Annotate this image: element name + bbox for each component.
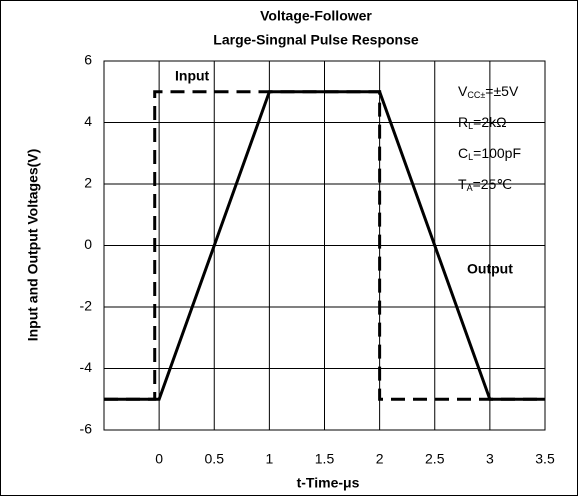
y-axis-label: Input and Output Voltages(V) — [25, 149, 41, 342]
condition-value: =±5V — [485, 83, 519, 99]
series-label: Output — [467, 261, 513, 277]
condition-symbol: R — [458, 114, 468, 130]
x-tick-label: 3.5 — [535, 451, 555, 467]
y-tick-label: 6 — [84, 52, 92, 68]
condition-subscript: L — [468, 152, 473, 162]
condition-symbol: V — [458, 83, 468, 99]
condition-value: =25℃ — [473, 176, 512, 192]
condition-symbol: C — [458, 145, 468, 161]
x-tick-label: 2.5 — [425, 451, 445, 467]
condition-text: TA=25℃ — [458, 176, 512, 194]
y-tick-label: 2 — [84, 175, 92, 191]
condition-subscript: A — [467, 183, 473, 193]
condition-subscript: L — [468, 121, 473, 131]
chart-subtitle: Large-Singnal Pulse Response — [213, 32, 419, 48]
x-tick-label: 1 — [265, 451, 273, 467]
line-series — [104, 90, 545, 401]
condition-value: =2kΩ — [473, 114, 506, 130]
x-tick-label: 2 — [376, 451, 384, 467]
condition-text: RL=2kΩ — [458, 114, 507, 132]
series-label: Input — [175, 68, 210, 84]
line-series — [104, 90, 545, 401]
y-tick-label: -2 — [80, 298, 93, 314]
x-tick-label: 1.5 — [315, 451, 335, 467]
condition-symbol: T — [458, 176, 467, 192]
y-tick-label: 4 — [84, 113, 92, 129]
y-tick-label: 0 — [84, 236, 92, 252]
x-tick-label: 0 — [155, 451, 163, 467]
condition-subscript: CC± — [467, 90, 485, 100]
condition-text: CL=100pF — [458, 145, 521, 163]
y-tick-label: -4 — [80, 359, 93, 375]
x-axis-label: t-Time-μs — [297, 475, 360, 491]
condition-value: =100pF — [473, 145, 521, 161]
chart-title: Voltage-Follower — [260, 8, 372, 24]
x-tick-label: 3 — [486, 451, 494, 467]
condition-text: VCC±=±5V — [458, 83, 519, 101]
y-tick-label: -6 — [80, 421, 93, 437]
x-tick-label: 0.5 — [205, 451, 225, 467]
